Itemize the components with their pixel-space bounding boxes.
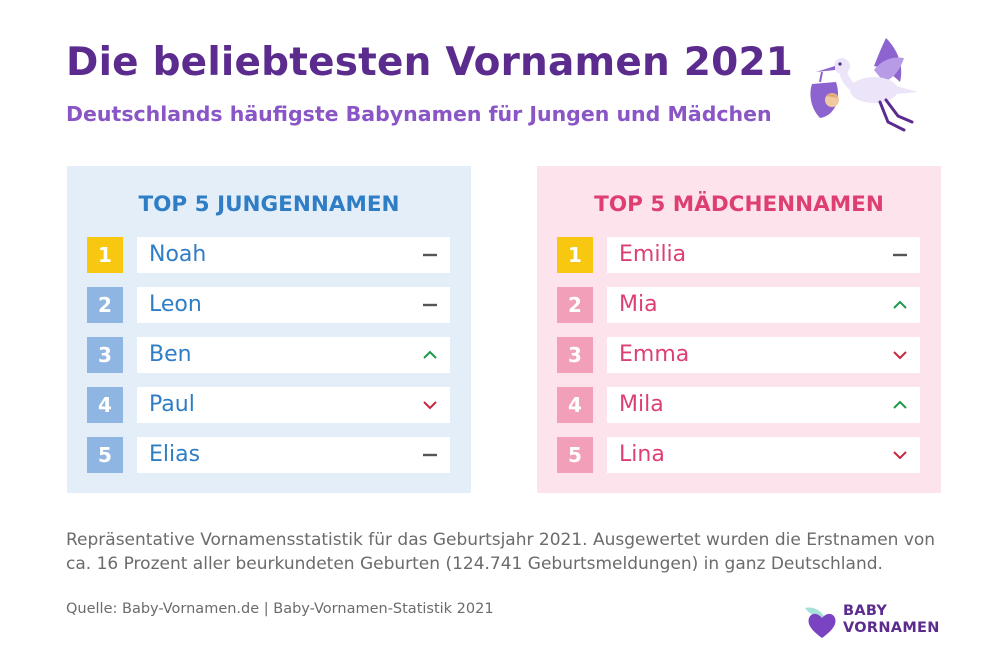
name-box: Leon xyxy=(137,287,450,323)
list-item: 3 Emma xyxy=(557,337,920,373)
list-item: 2 Leon xyxy=(87,287,450,323)
name-label: Ben xyxy=(149,342,192,367)
rank-badge: 2 xyxy=(87,287,123,323)
rank-badge: 2 xyxy=(557,287,593,323)
name-box: Paul xyxy=(137,387,450,423)
name-box: Lina xyxy=(607,437,920,473)
name-label: Mila xyxy=(619,392,664,417)
brand-logo: BABY VORNAMEN xyxy=(803,602,953,642)
name-label: Emilia xyxy=(619,242,687,267)
name-box: Ben xyxy=(137,337,450,373)
name-label: Elias xyxy=(149,442,201,467)
page-subtitle: Deutschlands häufigste Babynamen für Jun… xyxy=(66,102,772,126)
stork-icon xyxy=(810,38,918,132)
chevron-down-icon xyxy=(423,401,437,410)
chevron-down-icon xyxy=(893,451,907,460)
chevron-up-icon xyxy=(423,350,437,359)
brand-text: BABY VORNAMEN xyxy=(843,603,940,637)
name-box: Emma xyxy=(607,337,920,373)
list-item: 5 Elias xyxy=(87,437,450,473)
description-text: Repräsentative Vornamensstatistik für da… xyxy=(66,530,936,574)
rank-badge: 4 xyxy=(87,387,123,423)
list-item: 4 Mila xyxy=(557,387,920,423)
rank-badge: 1 xyxy=(87,237,123,273)
boys-panel-title: TOP 5 JUNGENNAMEN xyxy=(138,192,400,217)
brand-line-2: VORNAMEN xyxy=(843,620,940,636)
name-label: Emma xyxy=(619,342,690,367)
name-box: Mia xyxy=(607,287,920,323)
brand-line-1: BABY xyxy=(843,603,888,619)
dash-icon xyxy=(423,303,437,307)
girls-panel: TOP 5 MÄDCHENNAMEN 1 Emilia 2 Mia 3 Emma… xyxy=(537,166,941,493)
rank-badge: 4 xyxy=(557,387,593,423)
name-label: Mia xyxy=(619,292,658,317)
list-item: 2 Mia xyxy=(557,287,920,323)
name-box: Mila xyxy=(607,387,920,423)
page-title: Die beliebtesten Vornamen 2021 xyxy=(66,40,794,85)
chevron-up-icon xyxy=(893,400,907,409)
girls-panel-title: TOP 5 MÄDCHENNAMEN xyxy=(594,192,884,217)
name-label: Paul xyxy=(149,392,195,417)
dash-icon xyxy=(423,253,437,257)
list-item: 5 Lina xyxy=(557,437,920,473)
list-item: 1 Emilia xyxy=(557,237,920,273)
chevron-up-icon xyxy=(893,300,907,309)
rank-badge: 3 xyxy=(557,337,593,373)
chevron-down-icon xyxy=(893,351,907,360)
list-item: 1 Noah xyxy=(87,237,450,273)
name-label: Leon xyxy=(149,292,202,317)
list-item: 4 Paul xyxy=(87,387,450,423)
list-item: 3 Ben xyxy=(87,337,450,373)
rank-badge: 3 xyxy=(87,337,123,373)
name-label: Noah xyxy=(149,242,207,267)
rank-badge: 5 xyxy=(557,437,593,473)
name-box: Noah xyxy=(137,237,450,273)
rank-badge: 1 xyxy=(557,237,593,273)
source-text: Quelle: Baby-Vornamen.de | Baby-Vornamen… xyxy=(66,601,494,617)
rank-badge: 5 xyxy=(87,437,123,473)
name-box: Emilia xyxy=(607,237,920,273)
dash-icon xyxy=(423,453,437,457)
name-label: Lina xyxy=(619,442,665,467)
dash-icon xyxy=(893,253,907,257)
boys-panel: TOP 5 JUNGENNAMEN 1 Noah 2 Leon 3 Ben 4 … xyxy=(67,166,471,493)
name-box: Elias xyxy=(137,437,450,473)
heart-leaf-icon xyxy=(805,607,836,638)
